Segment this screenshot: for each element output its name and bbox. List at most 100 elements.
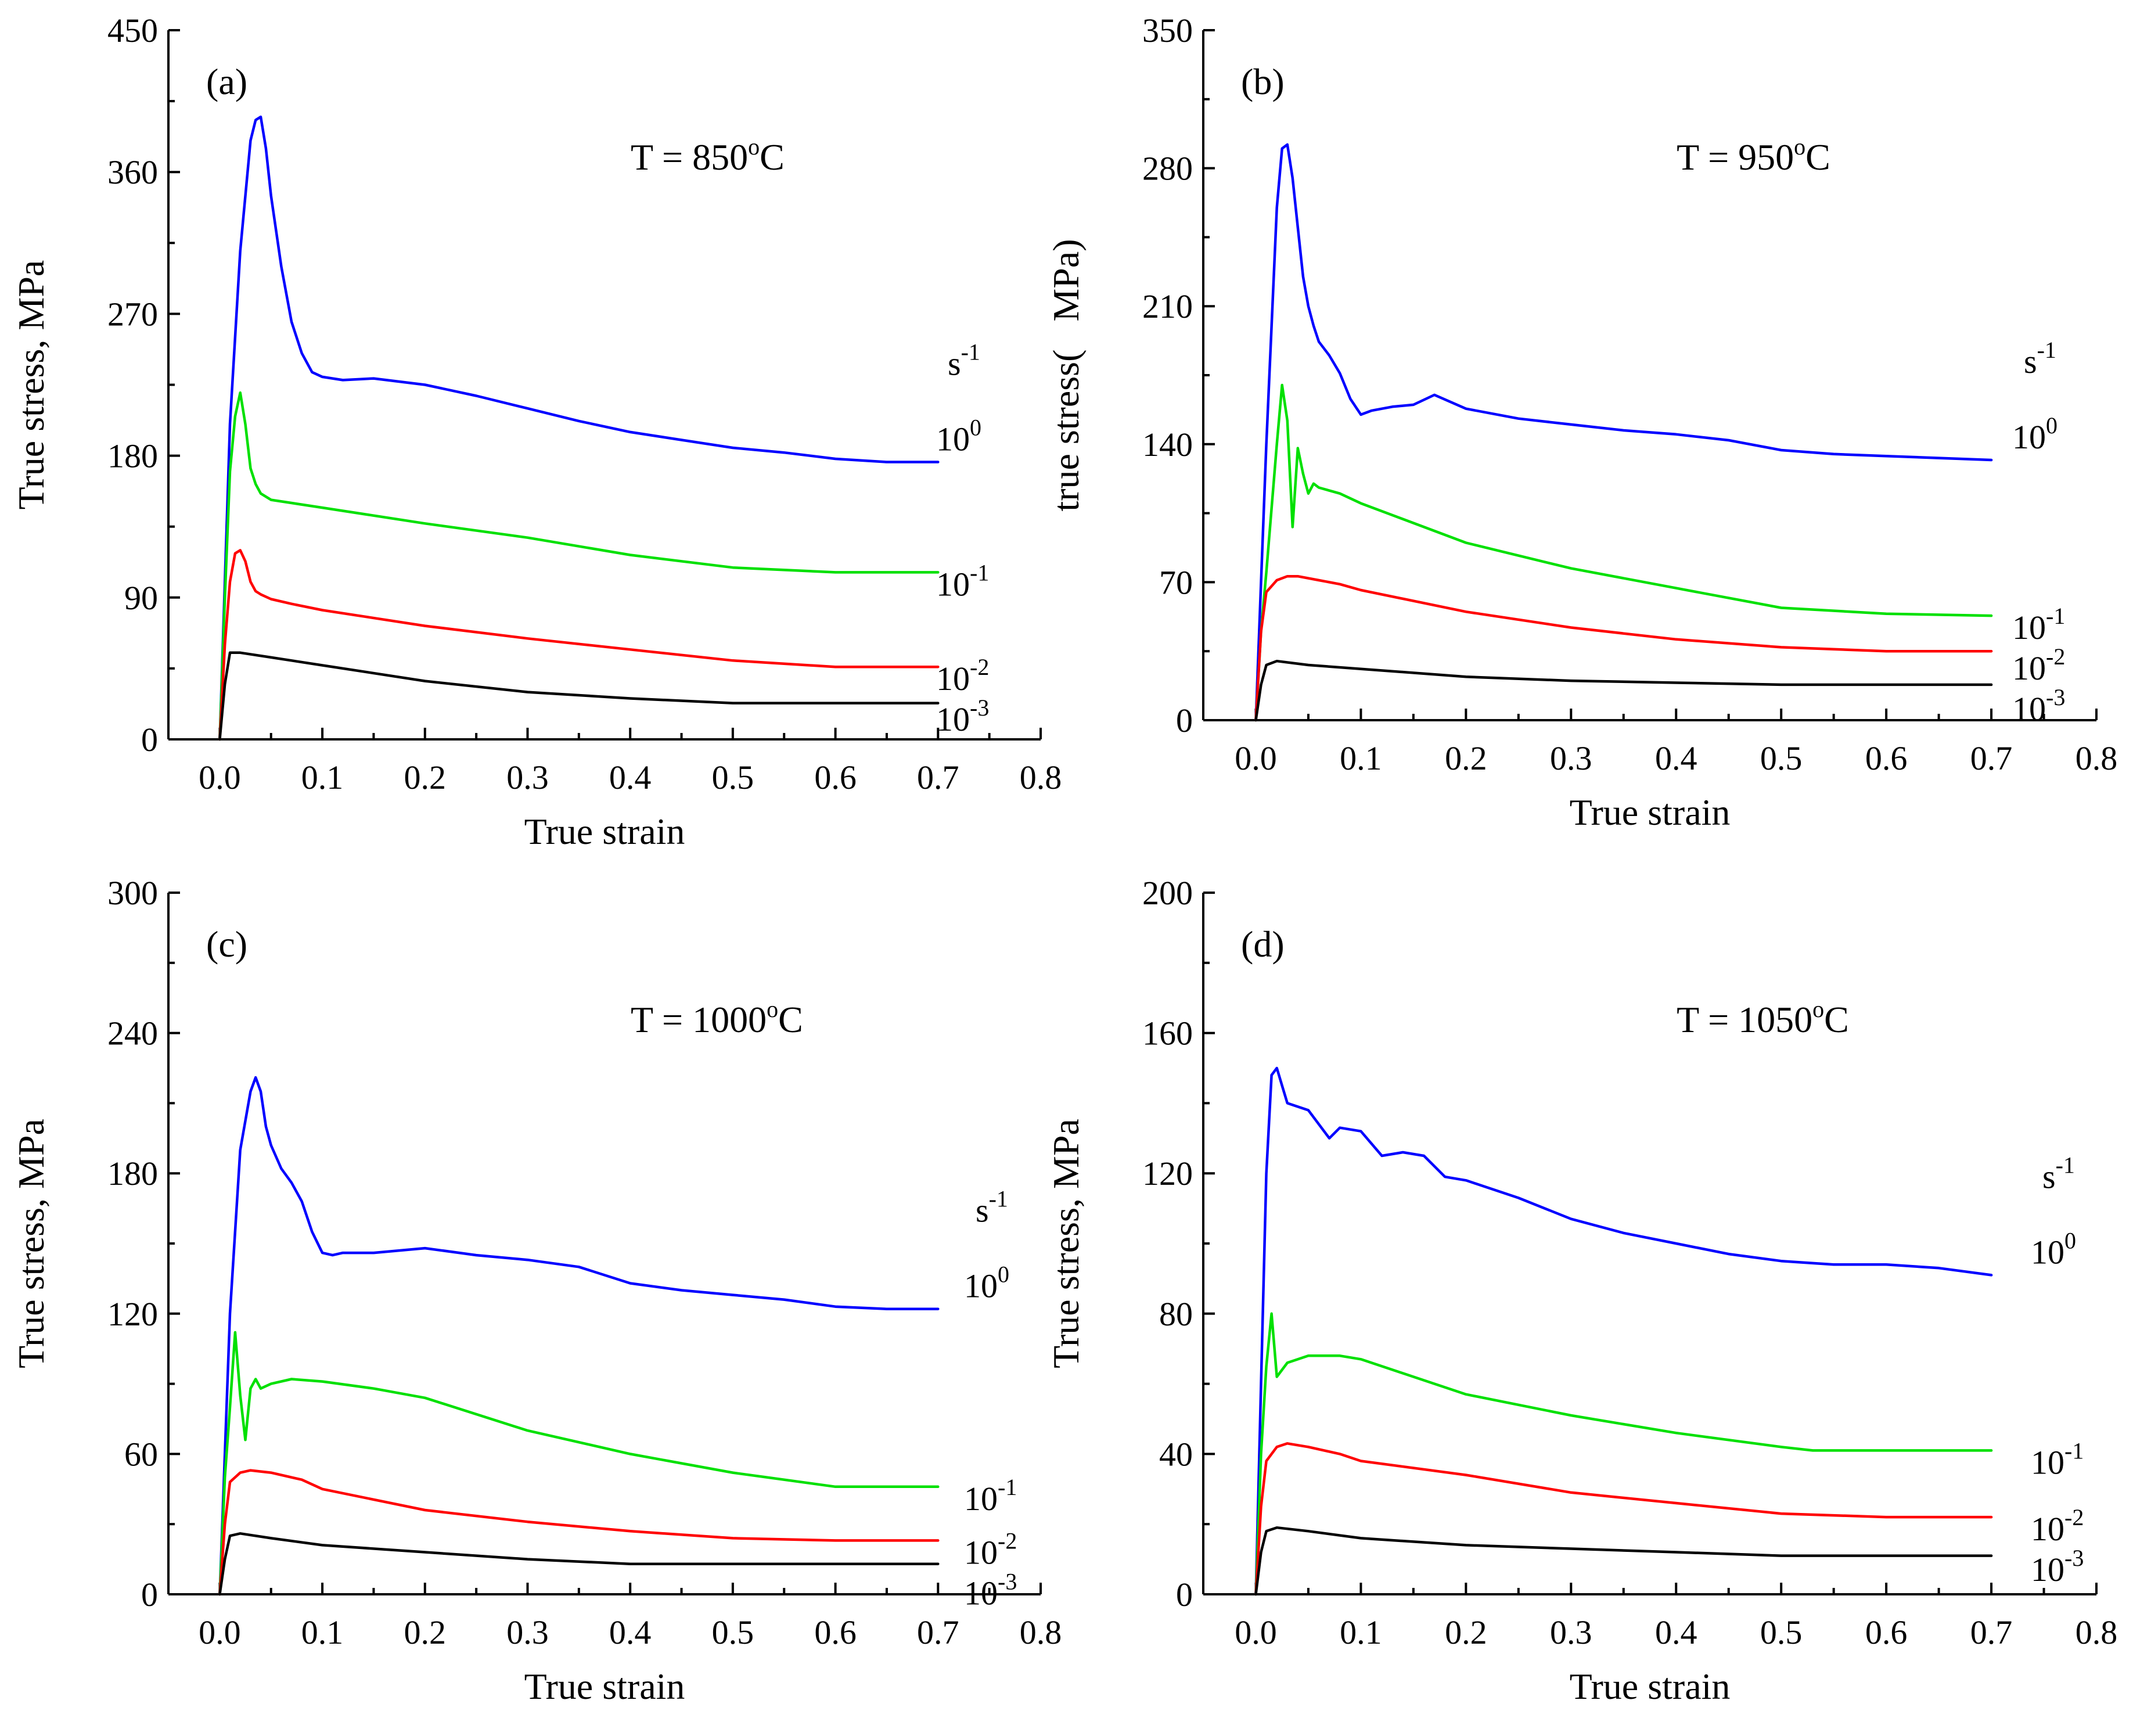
rate-unit-label: s-1 bbox=[948, 339, 980, 382]
rate-label-4: 10-3 bbox=[2012, 684, 2065, 728]
x-tick-label: 0.2 bbox=[1445, 1613, 1487, 1651]
y-tick-label: 90 bbox=[124, 579, 158, 617]
rate-unit-label: s-1 bbox=[976, 1186, 1008, 1230]
y-tick-label: 300 bbox=[107, 874, 158, 912]
y-tick-label: 140 bbox=[1142, 426, 1193, 463]
x-tick-label: 0.2 bbox=[404, 759, 447, 796]
rate-label-3: 10-2 bbox=[936, 654, 989, 698]
x-tick-label: 0.4 bbox=[609, 1613, 652, 1651]
x-axis-title: True strain bbox=[524, 1666, 685, 1707]
series-line-rate-4 bbox=[218, 651, 940, 741]
x-tick-label: 0.3 bbox=[1550, 739, 1592, 777]
rate-label-1: 100 bbox=[2031, 1227, 2076, 1271]
temperature-label: T = 1000oC bbox=[631, 996, 803, 1040]
rate-label-1: 100 bbox=[936, 414, 981, 458]
y-tick-label: 240 bbox=[107, 1015, 158, 1052]
rate-label-2: 10-1 bbox=[2031, 1437, 2084, 1481]
y-tick-label: 350 bbox=[1142, 12, 1193, 49]
x-tick-label: 0.7 bbox=[917, 759, 959, 796]
x-tick-label: 0.3 bbox=[506, 759, 549, 796]
x-tick-label: 0.3 bbox=[1550, 1613, 1592, 1651]
y-tick-label: 70 bbox=[1159, 563, 1193, 601]
x-tick-label: 0.1 bbox=[1340, 739, 1382, 777]
rate-label-4: 10-3 bbox=[2031, 1545, 2084, 1588]
y-axis-title: True stress, MPa bbox=[10, 1119, 52, 1368]
y-axis-title: True stress, MPa bbox=[1045, 1119, 1087, 1368]
series-line-rate-4 bbox=[1254, 1526, 1993, 1596]
x-tick-label: 0.1 bbox=[301, 1613, 344, 1651]
rate-label-3: 10-2 bbox=[964, 1527, 1017, 1571]
x-tick-label: 0.0 bbox=[1235, 739, 1277, 777]
x-tick-label: 0.6 bbox=[1865, 739, 1908, 777]
y-tick-label: 0 bbox=[1176, 1576, 1193, 1613]
y-tick-label: 360 bbox=[107, 153, 158, 191]
x-tick-label: 0.3 bbox=[506, 1613, 549, 1651]
rate-label-4: 10-3 bbox=[936, 695, 989, 738]
series-line-rate-3 bbox=[1254, 1442, 1993, 1596]
x-tick-label: 0.5 bbox=[1760, 739, 1803, 777]
x-tick-label: 0.7 bbox=[1970, 739, 2013, 777]
panel-label: (b) bbox=[1241, 61, 1285, 102]
x-tick-label: 0.6 bbox=[814, 759, 857, 796]
y-tick-label: 40 bbox=[1159, 1435, 1193, 1473]
x-tick-label: 0.8 bbox=[2076, 739, 2118, 777]
temperature-label: T = 850oC bbox=[631, 134, 785, 178]
x-tick-label: 0.2 bbox=[404, 1613, 447, 1651]
chart-panel-4: 0.0 0.1 0.2 0.3 0.4 0.5 0.6 0.7 0.8 0 40 80 120 160 20… bbox=[1045, 874, 2117, 1707]
series-line-rate-1 bbox=[1254, 1066, 1993, 1596]
x-tick-label: 0.4 bbox=[1655, 739, 1697, 777]
x-axis-title: True strain bbox=[1570, 792, 1731, 833]
series-line-rate-3 bbox=[1254, 574, 1993, 722]
x-tick-label: 0.7 bbox=[917, 1613, 959, 1651]
rate-unit-label: s-1 bbox=[2024, 337, 2056, 380]
x-tick-label: 0.8 bbox=[2076, 1613, 2118, 1651]
y-tick-label: 120 bbox=[107, 1295, 158, 1333]
y-tick-label: 180 bbox=[107, 1155, 158, 1192]
rate-label-3: 10-2 bbox=[2031, 1504, 2084, 1548]
x-tick-label: 0.6 bbox=[1865, 1613, 1908, 1651]
series-line-rate-3 bbox=[218, 1469, 940, 1596]
y-tick-label: 80 bbox=[1159, 1295, 1193, 1333]
series-line-rate-1 bbox=[1254, 143, 1993, 722]
y-tick-label: 160 bbox=[1142, 1015, 1193, 1052]
series-line-rate-1 bbox=[218, 1076, 940, 1596]
y-axis-title: true stress( MPa) bbox=[1045, 239, 1087, 511]
y-tick-label: 280 bbox=[1142, 150, 1193, 188]
x-tick-label: 0.7 bbox=[1970, 1613, 2013, 1651]
series-line-rate-2 bbox=[218, 391, 940, 741]
x-tick-label: 0.2 bbox=[1445, 739, 1487, 777]
y-tick-label: 0 bbox=[141, 1576, 158, 1613]
chart-panel-2: 0.0 0.1 0.2 0.3 0.4 0.5 0.6 0.7 0.8 0 70 140 210 280 3… bbox=[1045, 12, 2117, 833]
y-tick-label: 450 bbox=[107, 12, 158, 49]
series-line-rate-1 bbox=[218, 115, 940, 741]
y-tick-label: 210 bbox=[1142, 287, 1193, 325]
y-tick-label: 200 bbox=[1142, 874, 1193, 912]
rate-label-4: 10-3 bbox=[964, 1568, 1017, 1612]
series-line-rate-4 bbox=[1254, 659, 1993, 722]
series-line-rate-4 bbox=[218, 1532, 940, 1596]
x-tick-label: 0.1 bbox=[1340, 1613, 1382, 1651]
chart-panel-3: 0.0 0.1 0.2 0.3 0.4 0.5 0.6 0.7 0.8 0 60 120 180 240 3… bbox=[10, 874, 1062, 1707]
x-tick-label: 0.5 bbox=[1760, 1613, 1803, 1651]
rate-label-3: 10-2 bbox=[2012, 644, 2065, 687]
x-tick-label: 0.8 bbox=[1020, 759, 1062, 796]
x-axis-title: True strain bbox=[1570, 1666, 1731, 1707]
x-tick-label: 0.4 bbox=[609, 759, 652, 796]
temperature-label: T = 1050oC bbox=[1677, 996, 1849, 1040]
y-tick-label: 180 bbox=[107, 437, 158, 475]
rate-label-2: 10-1 bbox=[2012, 603, 2065, 646]
x-tick-label: 0.0 bbox=[1235, 1613, 1277, 1651]
panel-label: (a) bbox=[206, 61, 247, 102]
x-axis-title: True strain bbox=[524, 811, 685, 852]
chart-panel-1: 0.0 0.1 0.2 0.3 0.4 0.5 0.6 0.7 0.8 0 90 180 270 360 4… bbox=[10, 12, 1062, 852]
x-tick-label: 0.5 bbox=[712, 1613, 754, 1651]
series-line-rate-2 bbox=[1254, 383, 1993, 722]
x-tick-label: 0.8 bbox=[1020, 1613, 1062, 1651]
y-tick-label: 0 bbox=[1176, 702, 1193, 739]
x-tick-label: 0.0 bbox=[199, 759, 241, 796]
x-tick-label: 0.1 bbox=[301, 759, 344, 796]
rate-label-2: 10-1 bbox=[964, 1474, 1017, 1518]
rate-label-1: 100 bbox=[2012, 412, 2058, 456]
temperature-label: T = 950oC bbox=[1677, 134, 1830, 178]
